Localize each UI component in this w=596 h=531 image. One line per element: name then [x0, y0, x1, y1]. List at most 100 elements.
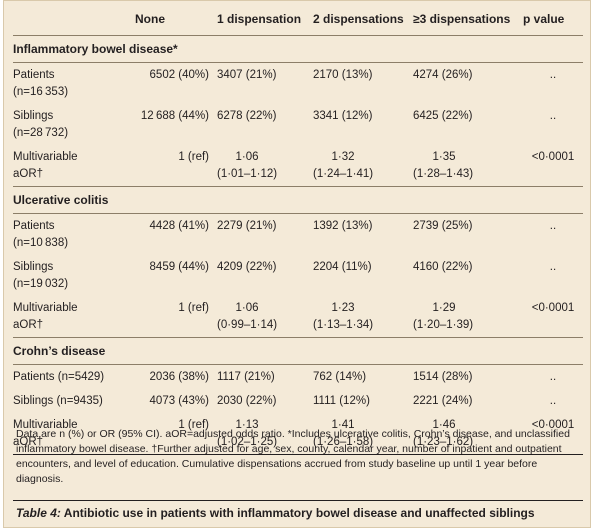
row-label: Siblings (n=9435): [13, 389, 121, 413]
row-label-line1: Patients (n=5429): [13, 371, 105, 383]
cell-d3-ci: (1·28–1·43): [413, 168, 474, 180]
row-label: Siblings (n=19 032): [13, 255, 121, 296]
row-label-line2: (n=19 032): [13, 278, 69, 290]
row-label: Patients (n=16 353): [13, 63, 121, 105]
cell-d1-value: 1·06: [235, 302, 259, 314]
row-label-line1: Siblings: [13, 110, 54, 122]
cell-d2-ci: (1·13–1·34): [313, 319, 374, 331]
row-label-line2: aOR†: [13, 168, 44, 180]
cell-d2-value: 1·23: [331, 302, 355, 314]
cell-d3: 2739 (25%): [413, 220, 473, 232]
cell-d1: 1·06 (1·01–1·12): [217, 145, 313, 187]
row-label-line2: aOR†: [13, 319, 44, 331]
cell-d2-ci: (1·26–1·58): [313, 436, 374, 448]
section-header: Crohn’s disease: [13, 337, 583, 365]
cell-none: 12 688 (44%): [140, 110, 209, 122]
cell-d3-ci: (1·20–1·39): [413, 319, 474, 331]
cell-d2-value: 1·32: [331, 151, 355, 163]
cell-d2: 1·41 (1·26–1·58): [313, 413, 413, 455]
cell-d1: 1·13 (1·02–1·25): [217, 413, 313, 455]
header-row: None 1 dispensation 2 dispensations ≥3 d…: [13, 5, 583, 36]
table-body: Inflammatory bowel disease* Patients (n=16…: [13, 35, 583, 455]
row-label: Siblings (n=28 732): [13, 104, 121, 145]
cell-p-value: ..: [549, 371, 557, 383]
cell-d2: 3341 (12%): [313, 110, 373, 122]
cell-d1-ci: (0·99–1·14): [217, 319, 278, 331]
data-table: None 1 dispensation 2 dispensations ≥3 d…: [13, 5, 583, 455]
cell-d3: 4160 (22%): [413, 261, 473, 273]
cell-none: 4428 (41%): [149, 220, 209, 232]
row-label: Patients (n=5429): [13, 365, 121, 390]
table-row: Patients (n=5429) 2036 (38%) 1117 (21%) 762…: [13, 365, 583, 390]
cell-d2-ci: (1·24–1·41): [313, 168, 374, 180]
table-panel: None 1 dispensation 2 dispensations ≥3 d…: [3, 0, 591, 528]
row-label-line1: Patients: [13, 220, 55, 232]
cell-d1: 1·06 (0·99–1·14): [217, 296, 313, 338]
cell-p-value: <0·0001: [523, 145, 583, 187]
row-label: Patients (n=10 838): [13, 214, 121, 256]
row-label-line1: Multivariable: [13, 419, 78, 431]
row-label: Multivariable aOR†: [13, 296, 121, 338]
footnote: Data are n (%) or OR (95% CI). aOR=adjus…: [16, 428, 570, 485]
cell-p-value: ..: [549, 261, 557, 273]
header-3plus-dispensations: ≥3 dispensations: [413, 5, 523, 36]
caption-divider: [13, 500, 583, 501]
cell-d1: 2030 (22%): [217, 395, 277, 407]
cell-none: 6502 (40%): [149, 69, 209, 81]
header-label: [13, 5, 121, 36]
header-p-value: p value: [523, 5, 583, 36]
cell-d1-value: 1·13: [235, 419, 259, 431]
cell-d2-value: 1·41: [331, 419, 355, 431]
cell-p-value: ..: [549, 69, 557, 81]
row-label-line2: (n=10 838): [13, 237, 69, 249]
cell-d3-ci: (1·23–1·62): [413, 436, 474, 448]
table-row: Patients (n=16 353) 6502 (40%) 3407 (21%) 21…: [13, 63, 583, 105]
cell-d1: 1117 (21%): [217, 371, 275, 383]
section-title: Crohn’s disease: [13, 337, 583, 365]
section-header: Ulcerative colitis: [13, 186, 583, 214]
cell-d3: 6425 (22%): [413, 110, 473, 122]
cell-d1: 2279 (21%): [217, 220, 277, 232]
cell-d2: 2170 (13%): [313, 69, 373, 81]
section-title: Inflammatory bowel disease*: [13, 35, 583, 63]
cell-d3: 4274 (26%): [413, 69, 473, 81]
row-label-line1: Patients: [13, 69, 55, 81]
cell-d1-ci: (1·02–1·25): [217, 436, 278, 448]
cell-d3: 1·46 (1·23–1·62): [413, 413, 523, 455]
cell-p-value: ..: [549, 220, 557, 232]
section-header: Inflammatory bowel disease*: [13, 35, 583, 63]
table-row: Siblings (n=19 032) 8459 (44%) 4209 (22%) 22…: [13, 255, 583, 296]
table-row: Siblings (n=9435) 4073 (43%) 2030 (22%) 111…: [13, 389, 583, 413]
cell-d2: 2204 (11%): [313, 261, 372, 273]
row-label-line2: (n=28 732): [13, 127, 69, 139]
cell-none: 1 (ref): [121, 145, 217, 187]
cell-d2: 762 (14%): [313, 371, 367, 383]
cell-d3-value: 1·46: [432, 419, 456, 431]
cell-none: 8459 (44%): [149, 261, 209, 273]
row-label-line1: Multivariable: [13, 151, 78, 163]
table-caption: Table 4: Antibiotic use in patients with…: [16, 506, 535, 520]
cell-d3: 1514 (28%): [413, 371, 473, 383]
cell-d1: 6278 (22%): [217, 110, 277, 122]
header-2-dispensations: 2 dispensations: [313, 5, 413, 36]
section-title: Ulcerative colitis: [13, 186, 583, 214]
cell-d3-value: 1·29: [432, 302, 456, 314]
row-label-line1: Multivariable: [13, 302, 78, 314]
table-row: Siblings (n=28 732) 12 688 (44%) 6278 (22%)…: [13, 104, 583, 145]
row-label-line1: Siblings: [13, 261, 54, 273]
cell-d1: 4209 (22%): [217, 261, 277, 273]
cell-none: 2036 (38%): [149, 371, 209, 383]
cell-d1: 3407 (21%): [217, 69, 277, 81]
row-label-line2: (n=16 353): [13, 86, 69, 98]
cell-p-value: <0·0001: [523, 413, 583, 455]
cell-d2: 1111 (12%): [313, 395, 370, 407]
cell-d3: 2221 (24%): [413, 395, 473, 407]
cell-p-value: ..: [549, 110, 557, 122]
cell-none: 4073 (43%): [149, 395, 209, 407]
cell-d3: 1·29 (1·20–1·39): [413, 296, 523, 338]
caption-label: Table 4:: [16, 506, 61, 520]
cell-d1-ci: (1·01–1·12): [217, 168, 278, 180]
row-label: Multivariable aOR†: [13, 413, 121, 455]
row-label-line2: aOR†: [13, 436, 44, 448]
header-1-dispensation: 1 dispensation: [217, 5, 313, 36]
